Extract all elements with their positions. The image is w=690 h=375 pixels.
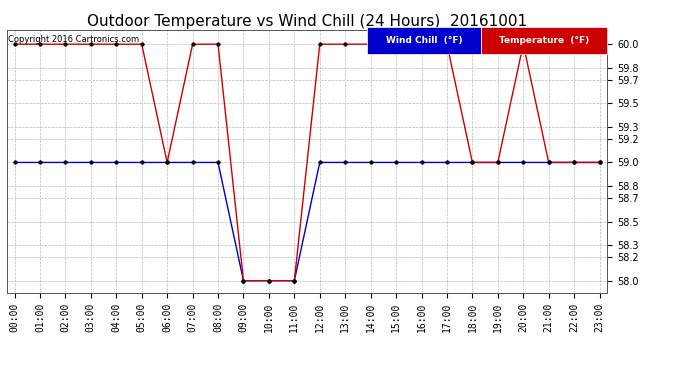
- Text: Temperature  (°F): Temperature (°F): [499, 36, 589, 45]
- FancyBboxPatch shape: [367, 27, 481, 54]
- Text: Copyright 2016 Cartronics.com: Copyright 2016 Cartronics.com: [8, 35, 139, 44]
- FancyBboxPatch shape: [481, 27, 607, 54]
- Text: Wind Chill  (°F): Wind Chill (°F): [386, 36, 462, 45]
- Title: Outdoor Temperature vs Wind Chill (24 Hours)  20161001: Outdoor Temperature vs Wind Chill (24 Ho…: [87, 14, 527, 29]
